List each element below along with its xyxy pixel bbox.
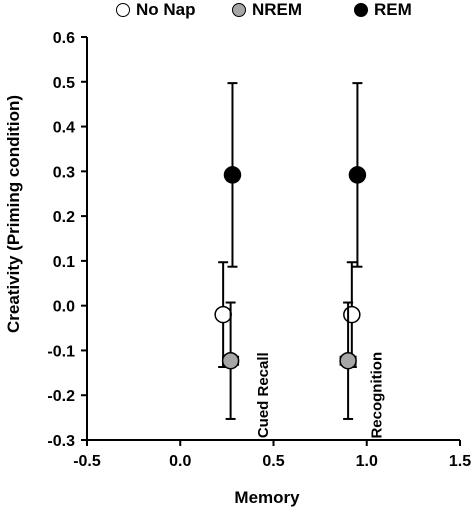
legend-item-no-nap: No Nap: [116, 0, 196, 20]
y-tick-label: -0.2: [47, 388, 75, 405]
x-tick-label: 0.5: [262, 453, 284, 470]
legend-marker-no-nap: [116, 3, 130, 17]
data-point-rem: [223, 166, 242, 184]
y-tick-label: 0.1: [53, 254, 75, 271]
x-tick-label: 1.0: [356, 453, 378, 470]
axes-group: [86, 37, 460, 441]
legend-label-rem: REM: [374, 0, 412, 19]
data-point-rem: [348, 166, 367, 184]
y-tick-label: -0.1: [47, 343, 75, 360]
data-point-nrem: [221, 351, 240, 370]
y-tick-label: -0.3: [47, 433, 75, 450]
legend-label-nrem: NREM: [252, 0, 303, 19]
annotation-label: Recognition: [369, 352, 386, 439]
legend-item-rem: REM: [354, 0, 412, 20]
y-tick-label: 0.0: [53, 299, 75, 316]
data-point-no-nap: [343, 305, 361, 324]
x-tick-label: 1.5: [449, 453, 471, 470]
legend: No Nap NREM REM: [0, 0, 474, 22]
annotations-group: Cued Recall Recognition: [255, 352, 386, 439]
y-tick-label: 0.6: [53, 30, 75, 47]
legend-label-no-nap: No Nap: [136, 0, 196, 19]
legend-marker-rem: [354, 3, 368, 17]
y-axis-title: Creativity (Priming condition): [4, 95, 23, 333]
marks-group: [214, 82, 367, 420]
x-axis-title: Memory: [234, 488, 300, 507]
data-point-no-nap: [214, 305, 232, 324]
annotation-label: Cued Recall: [255, 352, 272, 438]
legend-marker-nrem: [232, 3, 246, 17]
x-tick-label: -0.5: [73, 453, 101, 470]
y-tick-label: 0.4: [53, 120, 75, 137]
ticks-group: -0.3 -0.2 -0.1 0.0 0.1 0.2 0.3 0.4 0.5 0.6 -0.5 0.0…: [47, 30, 471, 470]
x-tick-label: 0.0: [169, 453, 191, 470]
y-tick-label: 0.3: [53, 164, 75, 181]
legend-item-nrem: NREM: [232, 0, 302, 20]
data-point-nrem: [339, 351, 357, 370]
y-tick-label: 0.5: [53, 75, 75, 92]
y-tick-label: 0.2: [53, 209, 75, 226]
